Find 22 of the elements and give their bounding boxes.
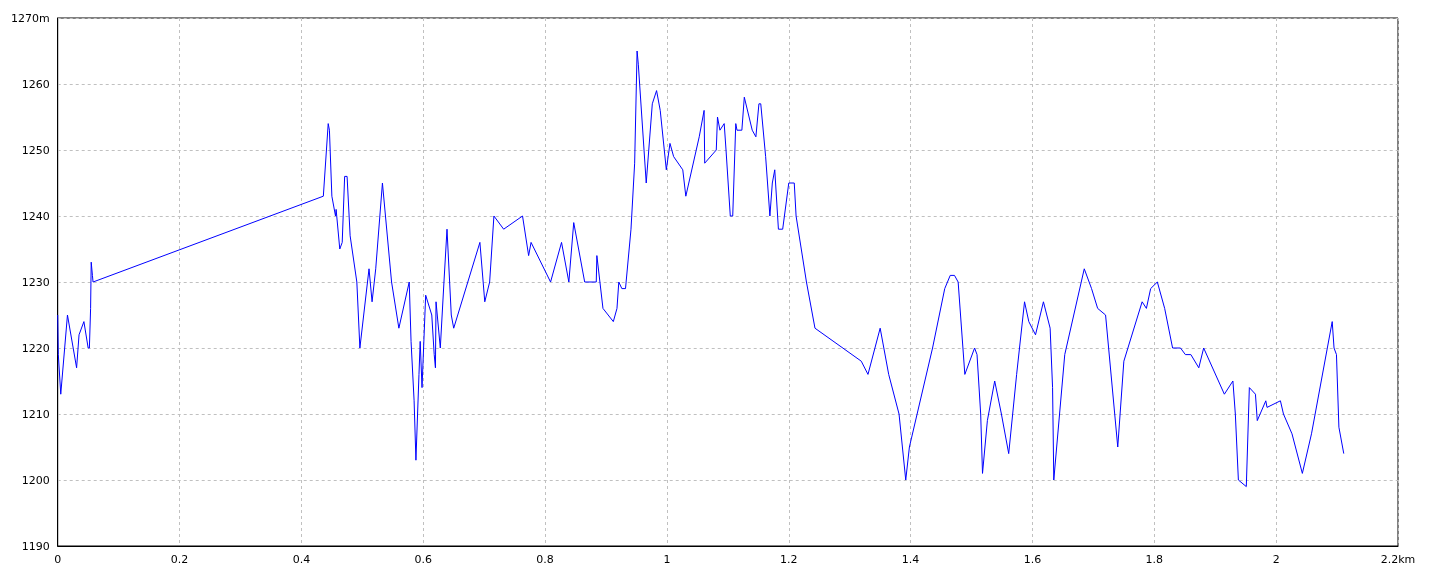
y-tick-label: 1250 bbox=[21, 143, 50, 157]
y-tick-label: 1240 bbox=[21, 209, 50, 223]
y-tick-label: 1220 bbox=[21, 341, 50, 355]
x-tick-label: 1.6 bbox=[1023, 553, 1042, 566]
x-tick-label: 0.2 bbox=[170, 553, 189, 566]
x-tick-label: 1.2 bbox=[780, 553, 798, 566]
y-tick-label: 1260 bbox=[21, 77, 50, 91]
y-tick-label: 1270m bbox=[10, 11, 50, 25]
y-tick-label: 1210 bbox=[21, 407, 50, 421]
x-tick-label: 2 bbox=[1272, 553, 1280, 566]
y-tick-label: 1200 bbox=[21, 473, 50, 487]
x-tick-label: 0 bbox=[54, 553, 62, 566]
x-tick-label: 1.8 bbox=[1145, 553, 1164, 566]
y-tick-label: 1230 bbox=[21, 275, 50, 289]
x-tick-label: 1 bbox=[663, 553, 671, 566]
y-tick-label: 1190 bbox=[21, 539, 50, 553]
x-tick-label: 0.4 bbox=[292, 553, 311, 566]
line-series bbox=[57, 50, 1345, 488]
x-tick-label: 2.2km bbox=[1380, 553, 1416, 566]
x-tick-label: 0.6 bbox=[414, 553, 432, 566]
x-tick-label: 0.8 bbox=[536, 553, 554, 566]
x-tick-label: 1.4 bbox=[901, 553, 920, 566]
